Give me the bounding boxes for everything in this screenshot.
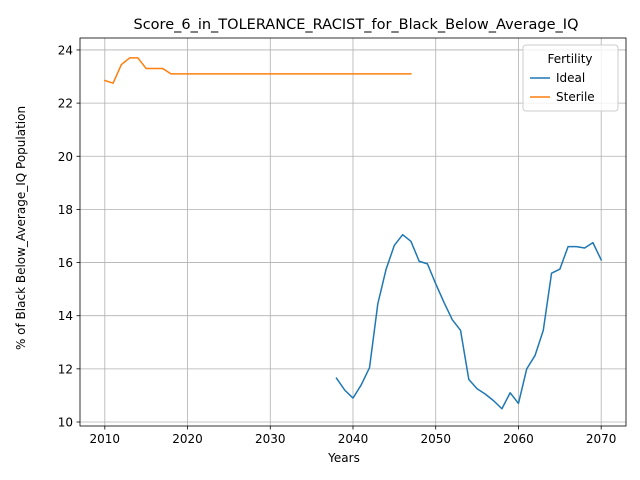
y-tick-label: 16 xyxy=(58,256,73,270)
y-tick-label: 14 xyxy=(58,309,73,323)
legend-label-ideal: Ideal xyxy=(556,71,585,85)
x-axis-ticks: 2010 2020 2030 2040 2050 2060 2070 xyxy=(90,426,617,446)
y-axis-label: % of Black Below_Average_IQ Population xyxy=(14,106,28,350)
series-line-sterile xyxy=(103,57,412,84)
data-series xyxy=(103,57,603,410)
y-axis-ticks: 10 12 14 16 18 20 22 24 xyxy=(58,43,80,430)
y-tick-label: 22 xyxy=(58,97,73,111)
x-tick-label: 2040 xyxy=(338,432,369,446)
grid-lines xyxy=(80,38,626,426)
x-tick-label: 2050 xyxy=(420,432,451,446)
y-tick-label: 12 xyxy=(58,362,73,376)
series-line-ideal xyxy=(335,233,603,410)
x-tick-label: 2020 xyxy=(172,432,203,446)
x-axis-label: Years xyxy=(327,451,360,465)
legend-title: Fertility xyxy=(547,52,592,66)
y-tick-label: 10 xyxy=(58,416,73,430)
legend: Fertility Ideal Sterile xyxy=(522,44,619,112)
chart-title: Score_6_in_TOLERANCE_RACIST_for_Black_Be… xyxy=(134,17,579,33)
y-tick-label: 20 xyxy=(58,150,73,164)
x-tick-label: 2060 xyxy=(503,432,534,446)
y-tick-label: 24 xyxy=(58,43,73,57)
legend-box xyxy=(522,44,619,112)
y-tick-label: 18 xyxy=(58,203,73,217)
legend-label-sterile: Sterile xyxy=(556,90,595,104)
x-tick-label: 2010 xyxy=(90,432,121,446)
x-tick-label: 2030 xyxy=(255,432,286,446)
x-tick-label: 2070 xyxy=(586,432,617,446)
